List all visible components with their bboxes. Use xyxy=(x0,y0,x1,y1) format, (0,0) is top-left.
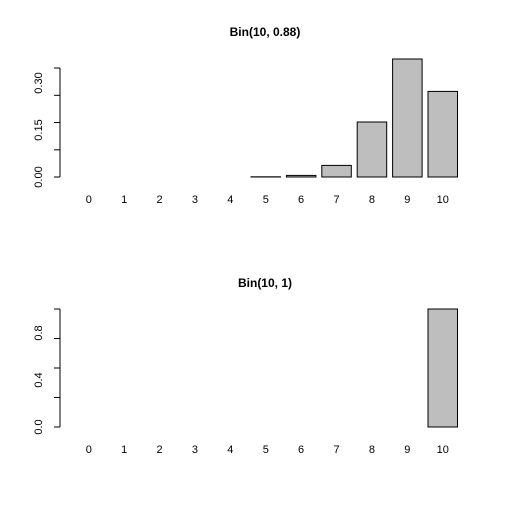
bar-9 xyxy=(392,58,423,178)
x-tick-label: 10 xyxy=(437,194,449,206)
y-tick-label: 0.0 xyxy=(33,419,45,434)
x-tick-label: 0 xyxy=(86,194,92,206)
y-tick-label: 0.15 xyxy=(33,119,45,140)
x-tick-label: 5 xyxy=(263,444,269,456)
x-tick-label: 4 xyxy=(227,444,233,456)
x-tick-label: 7 xyxy=(333,444,339,456)
x-tick-label: 3 xyxy=(192,194,198,206)
y-tick-label: 0.30 xyxy=(33,72,45,93)
chart-title: Bin(10, 0.88) xyxy=(230,25,301,39)
bar-8 xyxy=(356,121,388,178)
x-tick-label: 2 xyxy=(157,444,163,456)
x-tick-label: 4 xyxy=(227,194,233,206)
x-tick-label: 5 xyxy=(263,194,269,206)
y-tick-label: 0.8 xyxy=(33,325,45,340)
y-tick-label: 0.4 xyxy=(33,372,45,387)
y-axis: 0.0 0.4 0.8 xyxy=(33,308,61,435)
x-tick-label: 1 xyxy=(121,194,127,206)
bar-10 xyxy=(427,90,458,178)
y-tick-label: 0.00 xyxy=(33,166,45,187)
x-tick-label: 1 xyxy=(121,444,127,456)
bars-group xyxy=(250,58,458,178)
x-axis-labels: 0 1 2 3 4 5 6 7 8 9 10 xyxy=(86,194,449,206)
bar-7 xyxy=(321,164,352,178)
x-tick-label: 3 xyxy=(192,444,198,456)
x-tick-label: 8 xyxy=(369,194,375,206)
x-tick-label: 9 xyxy=(404,444,410,456)
y-axis: 0.00 0.15 0.30 xyxy=(33,67,61,188)
x-axis-labels: 0 1 2 3 4 5 6 7 8 9 10 xyxy=(86,444,449,456)
x-tick-label: 6 xyxy=(298,444,304,456)
bars-group xyxy=(427,308,458,428)
bar-10 xyxy=(427,308,458,428)
bar-6 xyxy=(285,174,317,178)
x-tick-label: 2 xyxy=(157,194,163,206)
x-tick-label: 8 xyxy=(369,444,375,456)
chart-panel-top: Bin(10, 0.88) 0.00 0.15 0.30 0 1 2 3 4 5 6 7 8 9 10 xyxy=(33,25,458,206)
x-tick-label: 9 xyxy=(404,194,410,206)
x-tick-label: 10 xyxy=(437,444,449,456)
x-tick-label: 7 xyxy=(333,194,339,206)
chart-panel-bottom: Bin(10, 1) 0.0 0.4 0.8 0 1 2 3 4 5 6 7 8 9 10 xyxy=(33,276,458,456)
chart-title: Bin(10, 1) xyxy=(238,276,292,290)
x-tick-label: 6 xyxy=(298,194,304,206)
x-tick-label: 0 xyxy=(86,444,92,456)
